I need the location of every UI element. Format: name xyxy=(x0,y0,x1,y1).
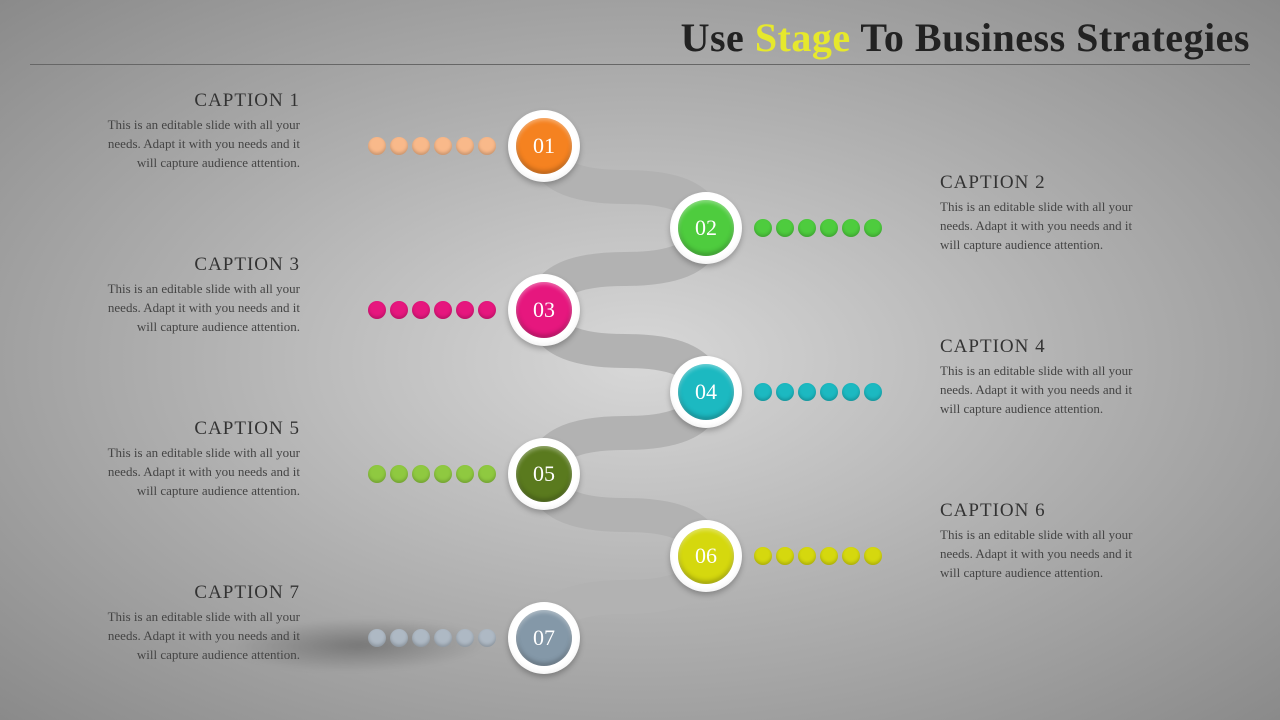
dot xyxy=(754,547,772,565)
step-node-07: 07 xyxy=(508,602,580,674)
caption-title: CAPTION 2 xyxy=(940,172,1140,194)
dot xyxy=(390,465,408,483)
dot xyxy=(434,301,452,319)
dot xyxy=(754,219,772,237)
caption-body: This is an editable slide with all your … xyxy=(100,116,300,173)
dot xyxy=(776,219,794,237)
dot xyxy=(434,137,452,155)
dot-trail-01 xyxy=(368,137,496,155)
dot xyxy=(456,465,474,483)
caption-04: CAPTION 4 This is an editable slide with … xyxy=(940,336,1140,419)
dot xyxy=(368,137,386,155)
caption-body: This is an editable slide with all your … xyxy=(100,280,300,337)
caption-title: CAPTION 5 xyxy=(100,418,300,440)
dot xyxy=(368,465,386,483)
caption-01: CAPTION 1 This is an editable slide with … xyxy=(100,90,300,173)
caption-title: CAPTION 3 xyxy=(100,254,300,276)
step-node-04: 04 xyxy=(670,356,742,428)
dot xyxy=(412,301,430,319)
caption-02: CAPTION 2 This is an editable slide with … xyxy=(940,172,1140,255)
step-node-02: 02 xyxy=(670,192,742,264)
dot xyxy=(776,547,794,565)
caption-06: CAPTION 6 This is an editable slide with … xyxy=(940,500,1140,583)
dot-trail-03 xyxy=(368,301,496,319)
dot xyxy=(820,547,838,565)
caption-05: CAPTION 5 This is an editable slide with … xyxy=(100,418,300,501)
dot xyxy=(390,137,408,155)
dot-trail-07 xyxy=(368,629,496,647)
dot xyxy=(478,137,496,155)
dot-trail-04 xyxy=(754,383,882,401)
dot xyxy=(412,465,430,483)
dot xyxy=(456,301,474,319)
dot-trail-06 xyxy=(754,547,882,565)
dot-trail-05 xyxy=(368,465,496,483)
dot xyxy=(434,465,452,483)
step-node-05: 05 xyxy=(508,438,580,510)
dot xyxy=(820,219,838,237)
caption-body: This is an editable slide with all your … xyxy=(940,362,1140,419)
step-node-inner-02: 02 xyxy=(678,200,734,256)
dot xyxy=(368,301,386,319)
dot xyxy=(390,301,408,319)
step-node-inner-06: 06 xyxy=(678,528,734,584)
dot xyxy=(820,383,838,401)
dot xyxy=(842,383,860,401)
dot xyxy=(798,383,816,401)
dot xyxy=(864,383,882,401)
step-node-03: 03 xyxy=(508,274,580,346)
dot xyxy=(478,301,496,319)
dot xyxy=(368,629,386,647)
dot xyxy=(776,383,794,401)
step-node-06: 06 xyxy=(670,520,742,592)
dot xyxy=(412,137,430,155)
caption-body: This is an editable slide with all your … xyxy=(100,608,300,665)
dot xyxy=(798,219,816,237)
caption-03: CAPTION 3 This is an editable slide with … xyxy=(100,254,300,337)
step-node-01: 01 xyxy=(508,110,580,182)
dot xyxy=(478,465,496,483)
caption-title: CAPTION 1 xyxy=(100,90,300,112)
caption-title: CAPTION 4 xyxy=(940,336,1140,358)
dot xyxy=(754,383,772,401)
dot xyxy=(864,547,882,565)
step-node-inner-04: 04 xyxy=(678,364,734,420)
step-node-inner-05: 05 xyxy=(516,446,572,502)
caption-title: CAPTION 6 xyxy=(940,500,1140,522)
diagram-stage: 01 CAPTION 1 This is an editable slide wit… xyxy=(0,0,1280,720)
caption-body: This is an editable slide with all your … xyxy=(100,444,300,501)
caption-body: This is an editable slide with all your … xyxy=(940,198,1140,255)
caption-body: This is an editable slide with all your … xyxy=(940,526,1140,583)
step-node-inner-01: 01 xyxy=(516,118,572,174)
dot xyxy=(842,547,860,565)
caption-07: CAPTION 7 This is an editable slide with … xyxy=(100,582,300,665)
dot xyxy=(864,219,882,237)
dot xyxy=(456,137,474,155)
dot xyxy=(798,547,816,565)
dot xyxy=(478,629,496,647)
step-node-inner-03: 03 xyxy=(516,282,572,338)
dot xyxy=(434,629,452,647)
dot xyxy=(456,629,474,647)
dot xyxy=(842,219,860,237)
dot xyxy=(412,629,430,647)
dot xyxy=(390,629,408,647)
step-node-inner-07: 07 xyxy=(516,610,572,666)
caption-title: CAPTION 7 xyxy=(100,582,300,604)
dot-trail-02 xyxy=(754,219,882,237)
